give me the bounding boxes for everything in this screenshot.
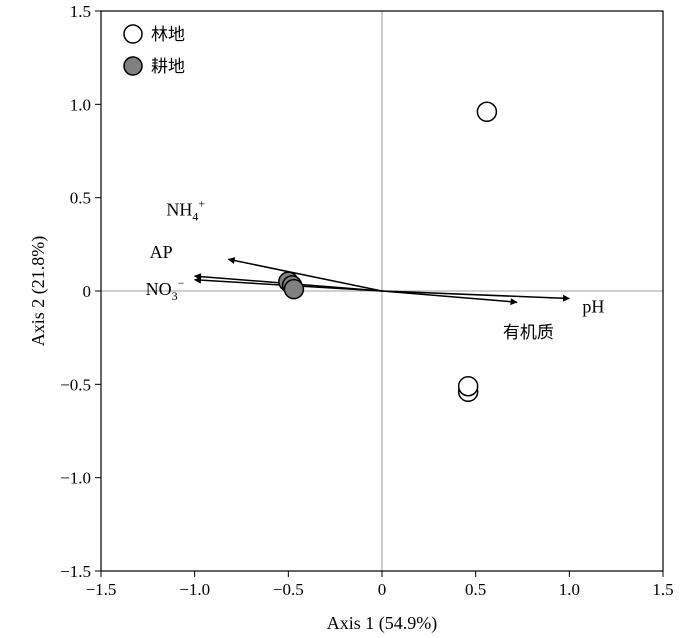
y-axis-title: Axis 2 (21.8%) (28, 236, 49, 347)
y-tick-label: −0.5 (60, 375, 91, 394)
vector-label: AP (150, 242, 173, 262)
sample-points (278, 101, 498, 403)
x-tick-label: −0.5 (273, 580, 304, 599)
vector-arrow (227, 257, 383, 292)
x-tick-label: 0.5 (465, 580, 486, 599)
y-tick-label: 1.5 (70, 2, 91, 21)
axis-ticks: −1.5 −1.0 −0.5 0 0.5 1.0 1.5 −1.5 −1.0 −0.5 0 0.5 1.… (60, 2, 673, 599)
y-tick-label: 0.5 (70, 189, 91, 208)
vector-arrow (381, 290, 571, 302)
open-circle-point (476, 101, 498, 123)
vector-label: NO3− (146, 276, 185, 303)
legend-label: 耕地 (151, 57, 185, 77)
environmental-vectors: NH4+ AP NO3− pH 有机质 (146, 196, 605, 343)
vector-label: pH (582, 296, 604, 316)
legend-marker (123, 56, 143, 76)
vector-arrow (381, 290, 518, 306)
y-tick-label: −1.0 (60, 469, 91, 488)
y-tick-label: −1.5 (60, 562, 91, 581)
x-axis-title: Axis 1 (54.9%) (327, 613, 438, 634)
x-tick-label: 1.5 (652, 580, 673, 599)
x-tick-label: −1.0 (179, 580, 210, 599)
y-tick-label: 1.0 (70, 95, 91, 114)
legend-label: 林地 (151, 25, 185, 45)
y-tick-label: 0 (83, 282, 92, 301)
filled-circle-point (283, 278, 305, 300)
x-tick-label: 1.0 (559, 580, 580, 599)
vector-label: 有机质 (503, 323, 554, 343)
x-tick-label: 0 (378, 580, 387, 599)
open-circle-point (457, 375, 479, 397)
vector-label: NH4+ (166, 196, 205, 223)
x-tick-label: −1.5 (86, 580, 117, 599)
legend-marker (123, 24, 143, 44)
